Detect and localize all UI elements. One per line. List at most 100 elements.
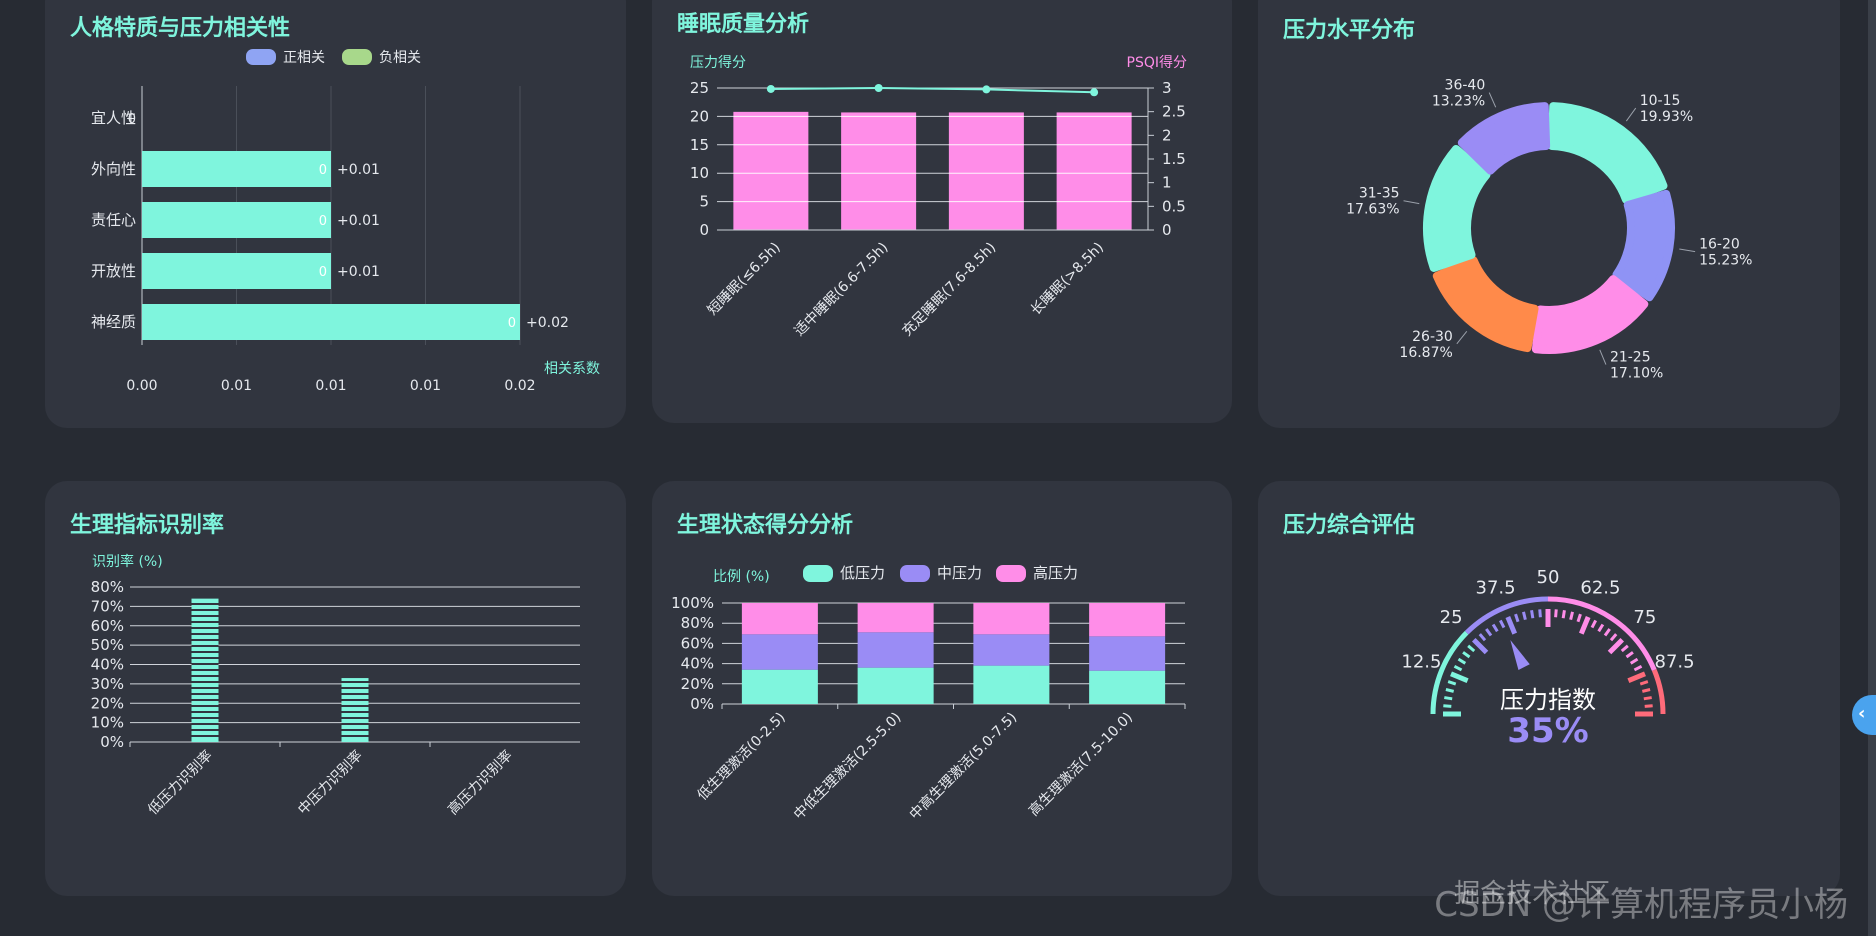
line-point [766, 84, 775, 93]
legend-label-negative: 负相关 [379, 50, 421, 66]
stacked-bar-segment [741, 634, 818, 670]
page-scrollbar[interactable] [1868, 0, 1876, 936]
stacked-bar-segment [973, 665, 1050, 704]
y-tick-label: 25 [690, 79, 709, 97]
x-axis-label: 相关系数 [544, 361, 600, 377]
y-tick-label: 40% [91, 656, 124, 674]
gauge-tick [1530, 610, 1535, 619]
stacked-bar-segment [1089, 670, 1166, 704]
gauge-arc-segment [1651, 669, 1666, 715]
gauge-tick-label: 50 [1537, 567, 1560, 588]
y-tick-label: 0% [690, 695, 714, 713]
bar-inner-label: 0 [319, 265, 327, 280]
legend-label: 低压力 [840, 564, 885, 582]
stacked-bar-segment [973, 603, 1050, 635]
y-tick-label: 0% [100, 733, 124, 751]
physio-score-chart: 比例 (%) 低压力 中压力 高压力 0% 20% 40% 60% 80% 100% 低生理激活(0… [671, 564, 1186, 823]
slice-range-label: 26-30 [1412, 329, 1453, 345]
bar [142, 202, 331, 238]
gauge-tick-label: 37.5 [1476, 577, 1516, 598]
gauge-tick [1453, 664, 1463, 672]
bar [142, 304, 520, 340]
label-leader-line [1488, 92, 1497, 108]
legend-label: 中压力 [937, 564, 982, 582]
gauge-tick [1578, 616, 1591, 635]
gauge-value: 35% [1507, 711, 1588, 751]
y-axis-label-right: PSQI得分 [1127, 54, 1187, 71]
stacked-bar-segment [1089, 636, 1166, 671]
x-tick-label: 中高生理激活(5.0-7.5) [906, 709, 1020, 823]
physio-recognition-card: 生理指标识别率 识别率 (%) 0% 10% 20% 30% 40% 50% 60% 70% 80… [45, 481, 626, 896]
label-leader-line [1456, 330, 1468, 345]
side-panel-toggle-button[interactable]: ‹ [1852, 695, 1876, 735]
y-tick-label: 责任心 [91, 211, 136, 229]
x-tick-label: 中低生理激活(2.5-5.0) [790, 709, 904, 823]
watermark: CSDN @计算机程序员小杨 掘金技术社区 [1434, 877, 1848, 926]
gauge-tick-label: 62.5 [1580, 577, 1620, 598]
legend-swatch [996, 565, 1026, 582]
x-tick-label: 0.01 [410, 378, 441, 394]
stacked-bar-segment [973, 634, 1050, 666]
stress-distribution-card: 压力水平分布 10-15 19.93% 16-20 15.23% 21-25 17.10%… [1258, 0, 1840, 428]
series-line [770, 86, 1095, 94]
label-leader-line [1679, 248, 1696, 253]
gauge-card-title: 压力综合评估 [1283, 513, 1416, 538]
bar-inner-label: 0 [319, 163, 327, 178]
legend-label: 高压力 [1033, 564, 1078, 582]
y-tick-label: 40% [681, 655, 714, 673]
legend-swatch [803, 565, 833, 582]
line-point [874, 84, 883, 92]
gauge-tick [1633, 664, 1643, 672]
sleep-card-title: 睡眠质量分析 [677, 12, 810, 37]
gauge-pointer [1510, 640, 1530, 670]
x-tick-label: 适中睡眠(6.6-7.5h) [791, 240, 891, 340]
y-tick-label: 20 [690, 107, 709, 125]
gauge-tick [1625, 651, 1634, 659]
personality-correlation-card: 人格特质与压力相关性 正相关 负相关 0.00 0.01 0.01 0.01 0.02 宜人性… [45, 0, 626, 428]
donut-slice [1547, 102, 1668, 204]
gauge-tick [1445, 688, 1455, 693]
y-tick-label-right: 1 [1162, 174, 1172, 192]
bar [841, 112, 917, 230]
y-axis-label: 比例 (%) [713, 569, 770, 585]
bar [1056, 112, 1132, 230]
slice-range-label: 36-40 [1445, 78, 1486, 94]
bar-value-label: +0.01 [337, 213, 380, 229]
gauge-tick [1561, 610, 1566, 619]
legend-swatch [900, 565, 930, 582]
y-tick-label: 20% [91, 694, 124, 712]
stacked-bar-segment [857, 632, 934, 668]
y-tick-label: 60% [681, 634, 714, 652]
y-axis-label: 识别率 (%) [92, 553, 163, 570]
slice-percent-label: 15.23% [1699, 253, 1752, 269]
physio-recognition-chart: 识别率 (%) 0%10% 20%30%40% 50%60% 70%80% 低压力识别率 中… [91, 553, 580, 818]
stacked-bar-segment [1089, 603, 1166, 637]
slice-range-label: 21-25 [1610, 350, 1651, 366]
bar-value-label: +0.01 [337, 264, 380, 280]
gauge-tick [1462, 651, 1471, 659]
x-tick-label: 低生理激活(0-2.5) [694, 709, 789, 804]
physio-rate-card-title: 生理指标识别率 [70, 513, 225, 538]
gauge-tick [1498, 619, 1506, 629]
y-tick-label: 宜人性 [91, 109, 136, 127]
gauge-tick [1450, 671, 1469, 684]
y-tick-label-right: 1.5 [1162, 150, 1186, 168]
bar [142, 253, 331, 289]
gauge-tick [1639, 680, 1649, 686]
x-tick-label: 0.02 [504, 378, 535, 394]
donut-slice [1432, 256, 1539, 353]
gauge-tick [1522, 611, 1527, 621]
line-point [1090, 88, 1099, 97]
y-tick-label: 100% [671, 594, 714, 612]
bar [142, 151, 331, 187]
gauge-arc-segment [1430, 630, 1469, 715]
y-tick-label: 神经质 [91, 313, 136, 331]
y-tick-label: 80% [91, 578, 124, 596]
gauge-tick [1514, 613, 1520, 623]
chevron-left-icon: ‹ [1858, 703, 1866, 724]
gauge-tick [1505, 616, 1518, 635]
legend-swatch-positive [246, 49, 276, 65]
